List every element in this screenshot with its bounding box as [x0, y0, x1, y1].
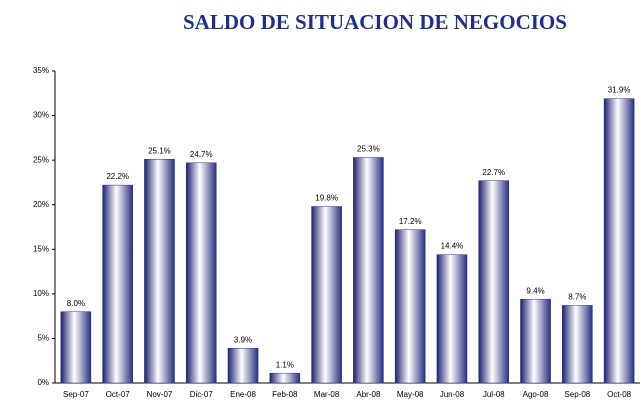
x-tick-label: May-08 — [397, 390, 424, 399]
x-tick-label: Feb-08 — [272, 390, 298, 399]
x-tick-label: Ago-08 — [523, 390, 549, 399]
value-label: 19.8% — [315, 194, 338, 203]
bar — [227, 347, 259, 384]
x-tick-label: Mar-08 — [314, 390, 340, 399]
x-tick-label: Jul-08 — [483, 390, 505, 399]
y-tick-label: 25% — [33, 155, 49, 164]
bar — [60, 311, 92, 384]
bar — [478, 180, 510, 384]
y-tick-label: 0% — [37, 378, 49, 387]
value-label: 14.4% — [441, 242, 464, 251]
x-tick-label: Sep-08 — [564, 390, 590, 399]
value-label: 22.2% — [106, 172, 129, 181]
x-tick-label: Jun-08 — [440, 390, 465, 399]
y-tick-label: 15% — [33, 244, 49, 253]
y-tick-label: 20% — [33, 200, 49, 209]
value-label: 17.2% — [399, 217, 422, 226]
bar — [102, 184, 133, 384]
bar — [144, 159, 175, 384]
bar — [269, 372, 301, 384]
x-tick-label: Sep-07 — [63, 390, 89, 399]
value-label: 25.1% — [148, 146, 171, 155]
y-tick-label: 10% — [33, 289, 49, 298]
x-tick-label: Oct-08 — [607, 390, 632, 399]
value-label: 9.4% — [526, 286, 544, 295]
bar — [520, 298, 551, 384]
value-label: 3.9% — [234, 335, 252, 344]
bar — [311, 206, 342, 384]
x-tick-label: Dic-07 — [190, 390, 214, 399]
chart-title: SALDO DE SITUACION DE NEGOCIOS — [183, 10, 567, 34]
x-tick-label: Nov-07 — [147, 390, 173, 399]
bar — [436, 254, 468, 384]
value-label: 8.7% — [568, 293, 586, 302]
bar — [185, 162, 217, 384]
x-tick-label: Oct-07 — [106, 390, 131, 399]
bar — [562, 305, 593, 384]
value-label: 25.3% — [357, 145, 380, 154]
value-label: 8.0% — [67, 299, 85, 308]
x-tick-label: Ene-08 — [230, 390, 256, 399]
y-tick-label: 5% — [37, 334, 49, 343]
bar — [603, 98, 635, 384]
value-label: 1.1% — [276, 360, 294, 369]
y-tick-label: 30% — [33, 111, 49, 120]
bar — [353, 157, 384, 384]
x-tick-label: Abr-08 — [356, 390, 381, 399]
value-label: 31.9% — [608, 86, 631, 95]
y-tick-label: 35% — [33, 66, 49, 75]
value-label: 22.7% — [482, 168, 505, 177]
bar — [394, 229, 426, 384]
value-label: 24.7% — [190, 150, 213, 159]
